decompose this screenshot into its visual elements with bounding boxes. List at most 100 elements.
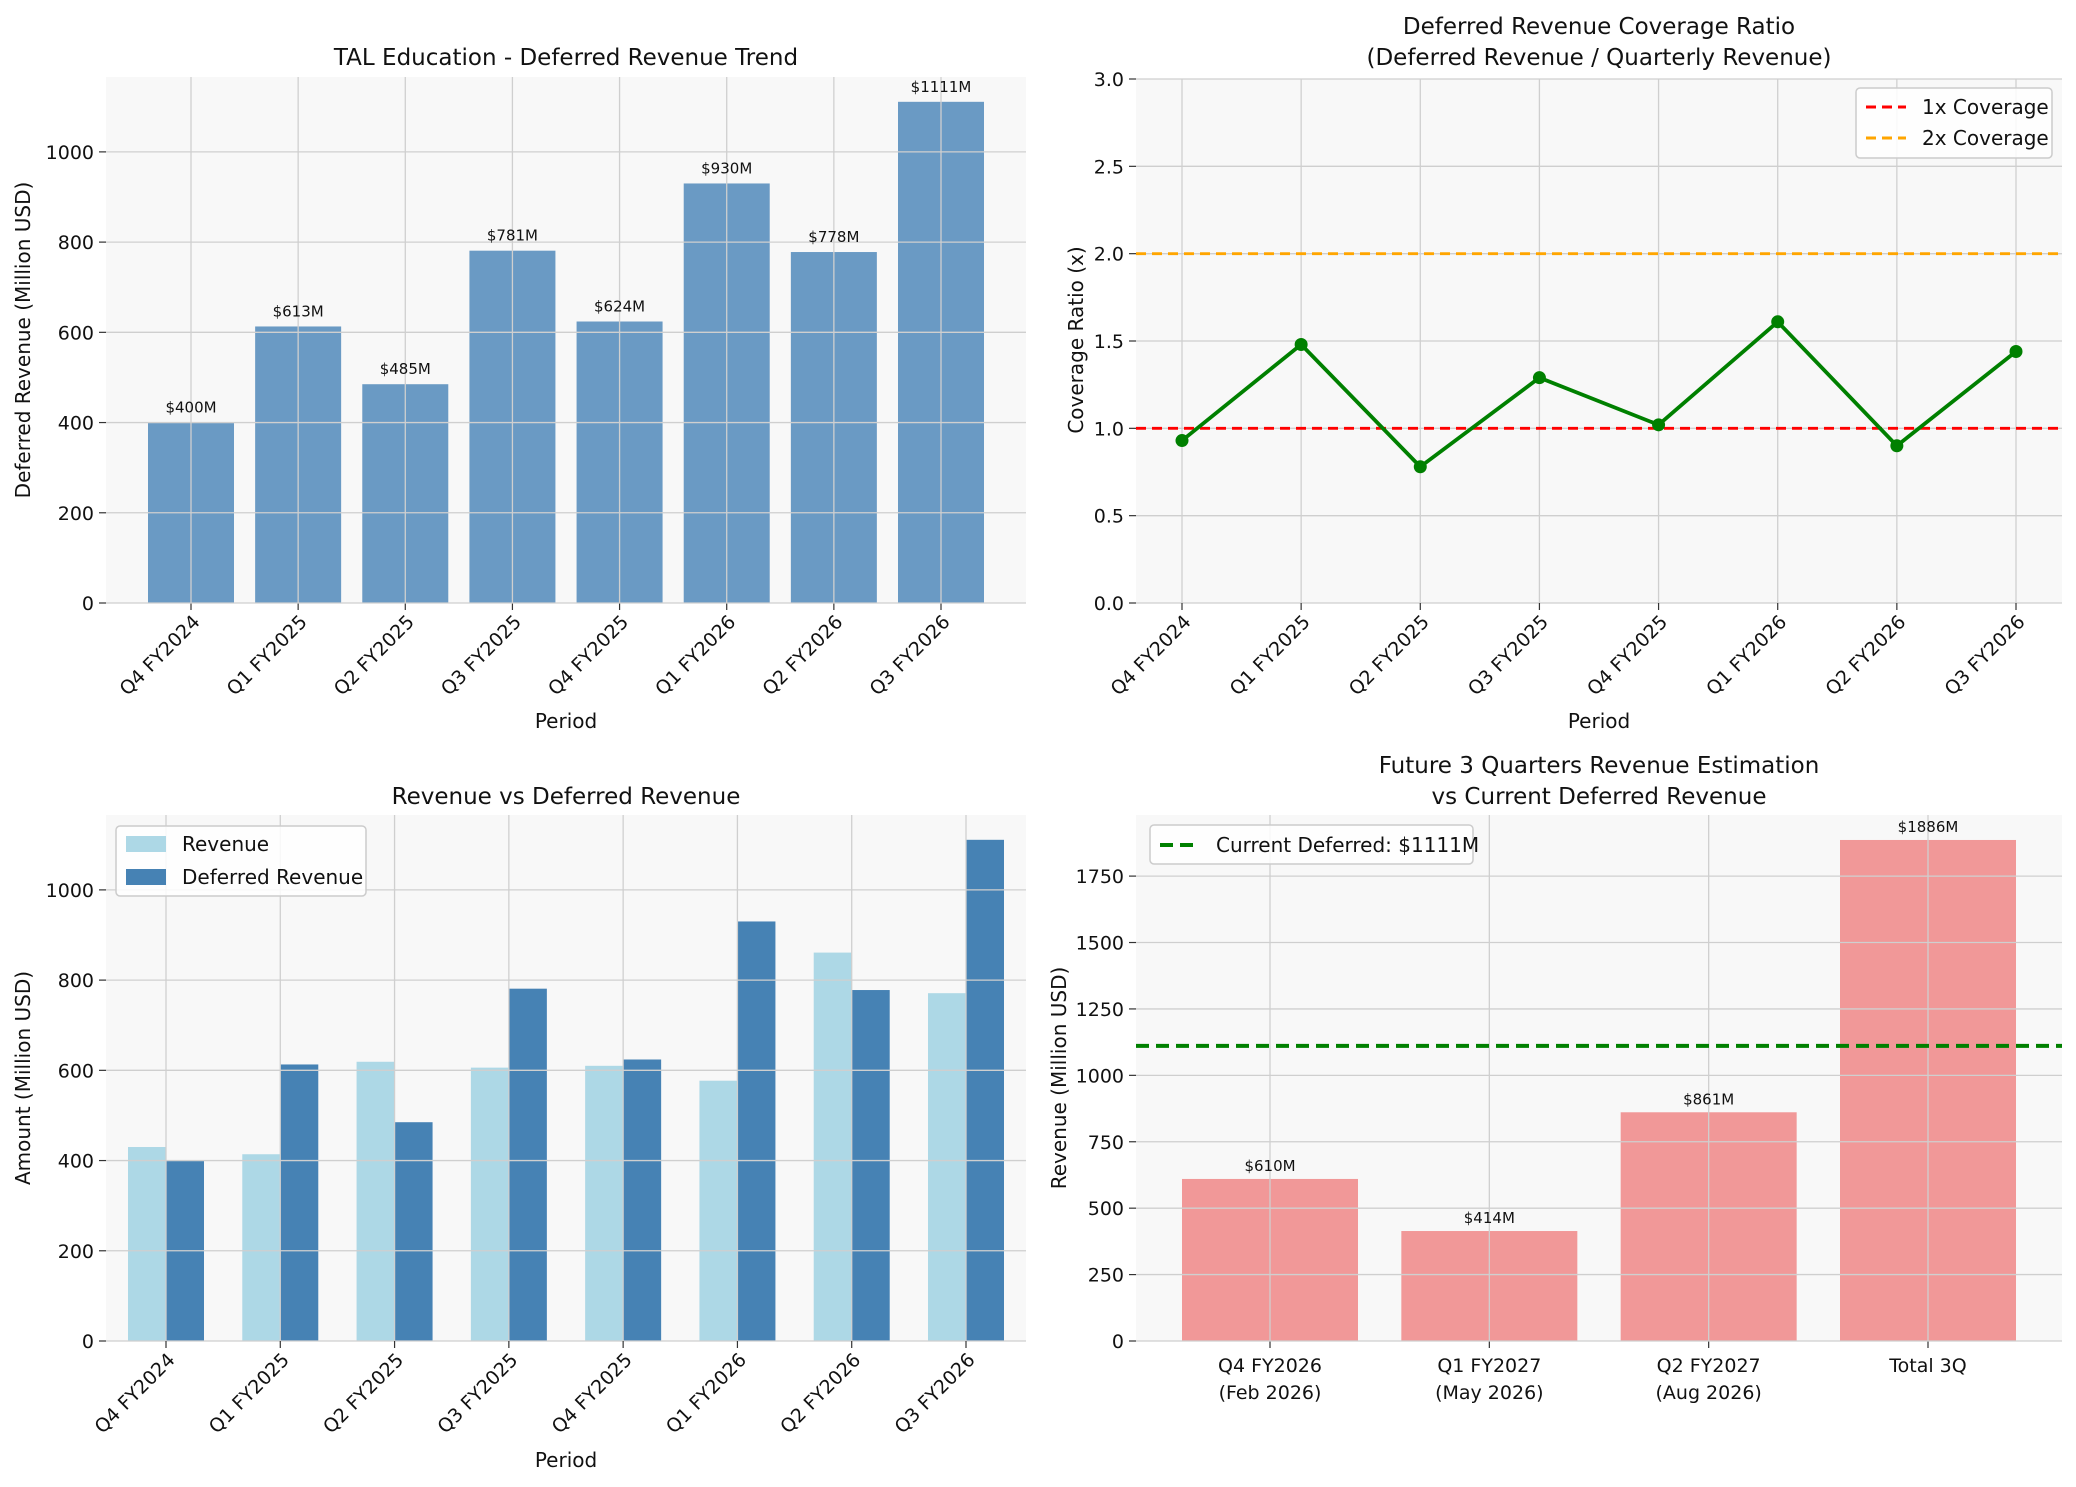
y-tick-label: 0 — [1112, 1331, 1124, 1353]
gridlines — [106, 77, 1026, 604]
legend-swatch-revenue — [126, 836, 166, 852]
chart-revenue-vs-deferred: 0 200 400 600 800 1000 Q4 FY2024 Q1 FY2025 Q2 F… — [11, 784, 1026, 1472]
x-tick-sublabel: (Aug 2026) — [1656, 1382, 1762, 1404]
y-tick-label: 400 — [58, 1151, 94, 1173]
chart-title: Revenue vs Deferred Revenue — [392, 784, 741, 810]
x-tick-label: Q3 FY2026 — [1940, 611, 2029, 700]
y-axis-label: Deferred Revenue (Million USD) — [11, 182, 35, 499]
coverage-line — [1180, 319, 2018, 469]
bar-value-label: $781M — [487, 227, 538, 245]
y-axis-label: Amount (Million USD) — [11, 971, 35, 1185]
x-tick-label: Total 3Q — [1888, 1355, 1966, 1377]
x-axis-label: Period — [535, 709, 597, 733]
bar-value-label: $414M — [1464, 1209, 1515, 1227]
legend-label-2x: 2x Coverage — [1922, 126, 2049, 150]
coverage-point — [1652, 418, 1666, 432]
bar-value-label: $485M — [380, 360, 431, 378]
bar-value-label: $861M — [1683, 1090, 1734, 1108]
y-tick-label: 600 — [58, 1060, 94, 1082]
y-tick-label: 0.0 — [1094, 593, 1124, 615]
y-tick-label: 1250 — [1076, 999, 1124, 1021]
chart-coverage-ratio: 0.0 0.5 1.0 1.5 2.0 2.5 3.0 Q4 FY2024 Q1 FY2025… — [1064, 14, 2062, 733]
revenue-bar — [928, 993, 966, 1341]
bar-value-label: $1111M — [911, 78, 972, 96]
x-tick-labels: Q4 FY2024 Q1 FY2025 Q2 FY2025 Q3 FY2025 Q4 F… — [90, 1341, 980, 1438]
revenue-bar — [470, 1067, 509, 1341]
bar-value-label: $930M — [701, 159, 752, 177]
chart-future-revenue-estimation: 0 250 500 750 1000 1250 1500 1750 Q4 FY2026 (Feb… — [1047, 753, 2062, 1404]
x-tick-sublabel: (Feb 2026) — [1219, 1382, 1322, 1404]
y-tick-label: 200 — [58, 503, 94, 525]
bars — [128, 839, 1004, 1341]
x-tick-label: Q4 FY2024 — [1106, 611, 1195, 700]
y-tick-label: 1500 — [1076, 933, 1124, 955]
revenue-bar — [585, 1065, 624, 1341]
legend: 1x Coverage 2x Coverage — [1855, 87, 2053, 159]
chart-deferred-revenue-trend: 0 200 400 600 800 1000 Q4 FY2024 Q1 FY2025 Q2 F… — [11, 45, 1026, 733]
y-axis-label: Coverage Ratio (x) — [1064, 246, 1088, 433]
gridlines — [106, 815, 1026, 1342]
chart-title: Deferred Revenue Coverage Ratio — [1403, 14, 1795, 40]
bar-value-label: $624M — [594, 298, 645, 316]
x-tick-label: Q4 FY2025 — [548, 1349, 637, 1438]
y-tick-label: 400 — [58, 413, 94, 435]
gridlines — [1136, 815, 2062, 1342]
chart-title: Future 3 Quarters Revenue Estimation — [1379, 753, 1820, 779]
x-tick-label: Q3 FY2026 — [890, 1349, 979, 1438]
coverage-point — [1175, 434, 1189, 448]
x-tick-labels: Q4 FY2024 Q1 FY2025 Q2 FY2025 Q3 FY2025 Q4 F… — [115, 603, 955, 700]
y-tick-label: 1000 — [46, 142, 94, 164]
y-axis-label: Revenue (Million USD) — [1047, 967, 1071, 1190]
y-tick-label: 600 — [58, 322, 94, 344]
coverage-series — [1175, 315, 2023, 474]
y-tick-label: 500 — [1088, 1198, 1124, 1220]
x-tick-label: Q1 FY2026 — [662, 1349, 751, 1438]
x-tick-label: Q3 FY2025 — [437, 611, 526, 700]
x-tick-label: Q4 FY2024 — [90, 1349, 179, 1438]
y-tick-labels: 0 200 400 600 800 1000 — [46, 142, 106, 615]
deferred-revenue-bar — [394, 1122, 433, 1341]
x-tick-label: Q2 FY2026 — [776, 1349, 865, 1438]
x-tick-label: Q2 FY2026 — [758, 611, 847, 700]
y-tick-label: 2.5 — [1094, 156, 1124, 178]
x-tick-label: Q3 FY2025 — [1464, 611, 1553, 700]
x-tick-labels: Q4 FY2024 Q1 FY2025 Q2 FY2025 Q3 FY2025 Q4 F… — [1106, 603, 2030, 700]
deferred-revenue-bar — [280, 1064, 319, 1341]
y-tick-label: 0 — [82, 593, 94, 615]
deferred-revenue-bar — [737, 921, 776, 1341]
bar-value-label: $610M — [1244, 1157, 1295, 1175]
legend: Current Deferred: $1111M — [1149, 824, 1479, 865]
plot-area — [106, 77, 1026, 603]
y-tick-label: 200 — [58, 1241, 94, 1263]
x-tick-label: Q2 FY2025 — [1345, 611, 1434, 700]
deferred-revenue-bar — [508, 988, 547, 1341]
y-tick-label: 0 — [82, 1331, 94, 1353]
y-tick-label: 750 — [1088, 1132, 1124, 1154]
deferred-revenue-bar — [851, 990, 890, 1341]
x-tick-labels: Q4 FY2026 (Feb 2026) Q1 FY2027 (May 2026) Q2… — [1218, 1341, 1967, 1404]
y-tick-labels: 0.0 0.5 1.0 1.5 2.0 2.5 3.0 — [1094, 69, 1136, 615]
x-tick-sublabel: (May 2026) — [1435, 1382, 1544, 1404]
x-tick-label: Q2 FY2025 — [330, 611, 419, 700]
y-tick-labels: 0 250 500 750 1000 1250 1500 1750 — [1076, 866, 1136, 1353]
reference-lines — [1136, 252, 2062, 430]
y-tick-label: 0.5 — [1094, 506, 1124, 528]
x-tick-label: Q1 FY2025 — [223, 611, 312, 700]
y-tick-label: 3.0 — [1094, 69, 1124, 91]
deferred-revenue-bar — [966, 839, 1004, 1341]
deferred-revenue-bar — [623, 1059, 662, 1341]
data-labels: $400M $613M $485M $781M $624M $930M $778M $1111… — [165, 78, 971, 417]
y-tick-label: 800 — [58, 232, 94, 254]
x-tick-label: Q1 FY2025 — [1226, 611, 1315, 700]
y-tick-label: 1000 — [46, 880, 94, 902]
x-axis-label: Period — [1568, 709, 1630, 733]
chart-subtitle: (Deferred Revenue / Quarterly Revenue) — [1367, 45, 1832, 71]
coverage-point — [1890, 439, 1904, 453]
coverage-point — [1532, 371, 1546, 385]
revenue-bar — [813, 952, 852, 1341]
legend-swatch-deferred — [126, 869, 166, 885]
x-tick-label: Q4 FY2026 — [1218, 1355, 1322, 1377]
bar-value-label: $613M — [273, 302, 324, 320]
coverage-point — [1413, 460, 1427, 474]
